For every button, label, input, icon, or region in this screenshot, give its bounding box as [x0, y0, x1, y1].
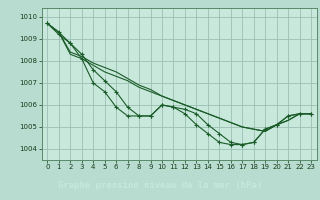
Text: Graphe pression niveau de la mer (hPa): Graphe pression niveau de la mer (hPa) [58, 181, 262, 190]
